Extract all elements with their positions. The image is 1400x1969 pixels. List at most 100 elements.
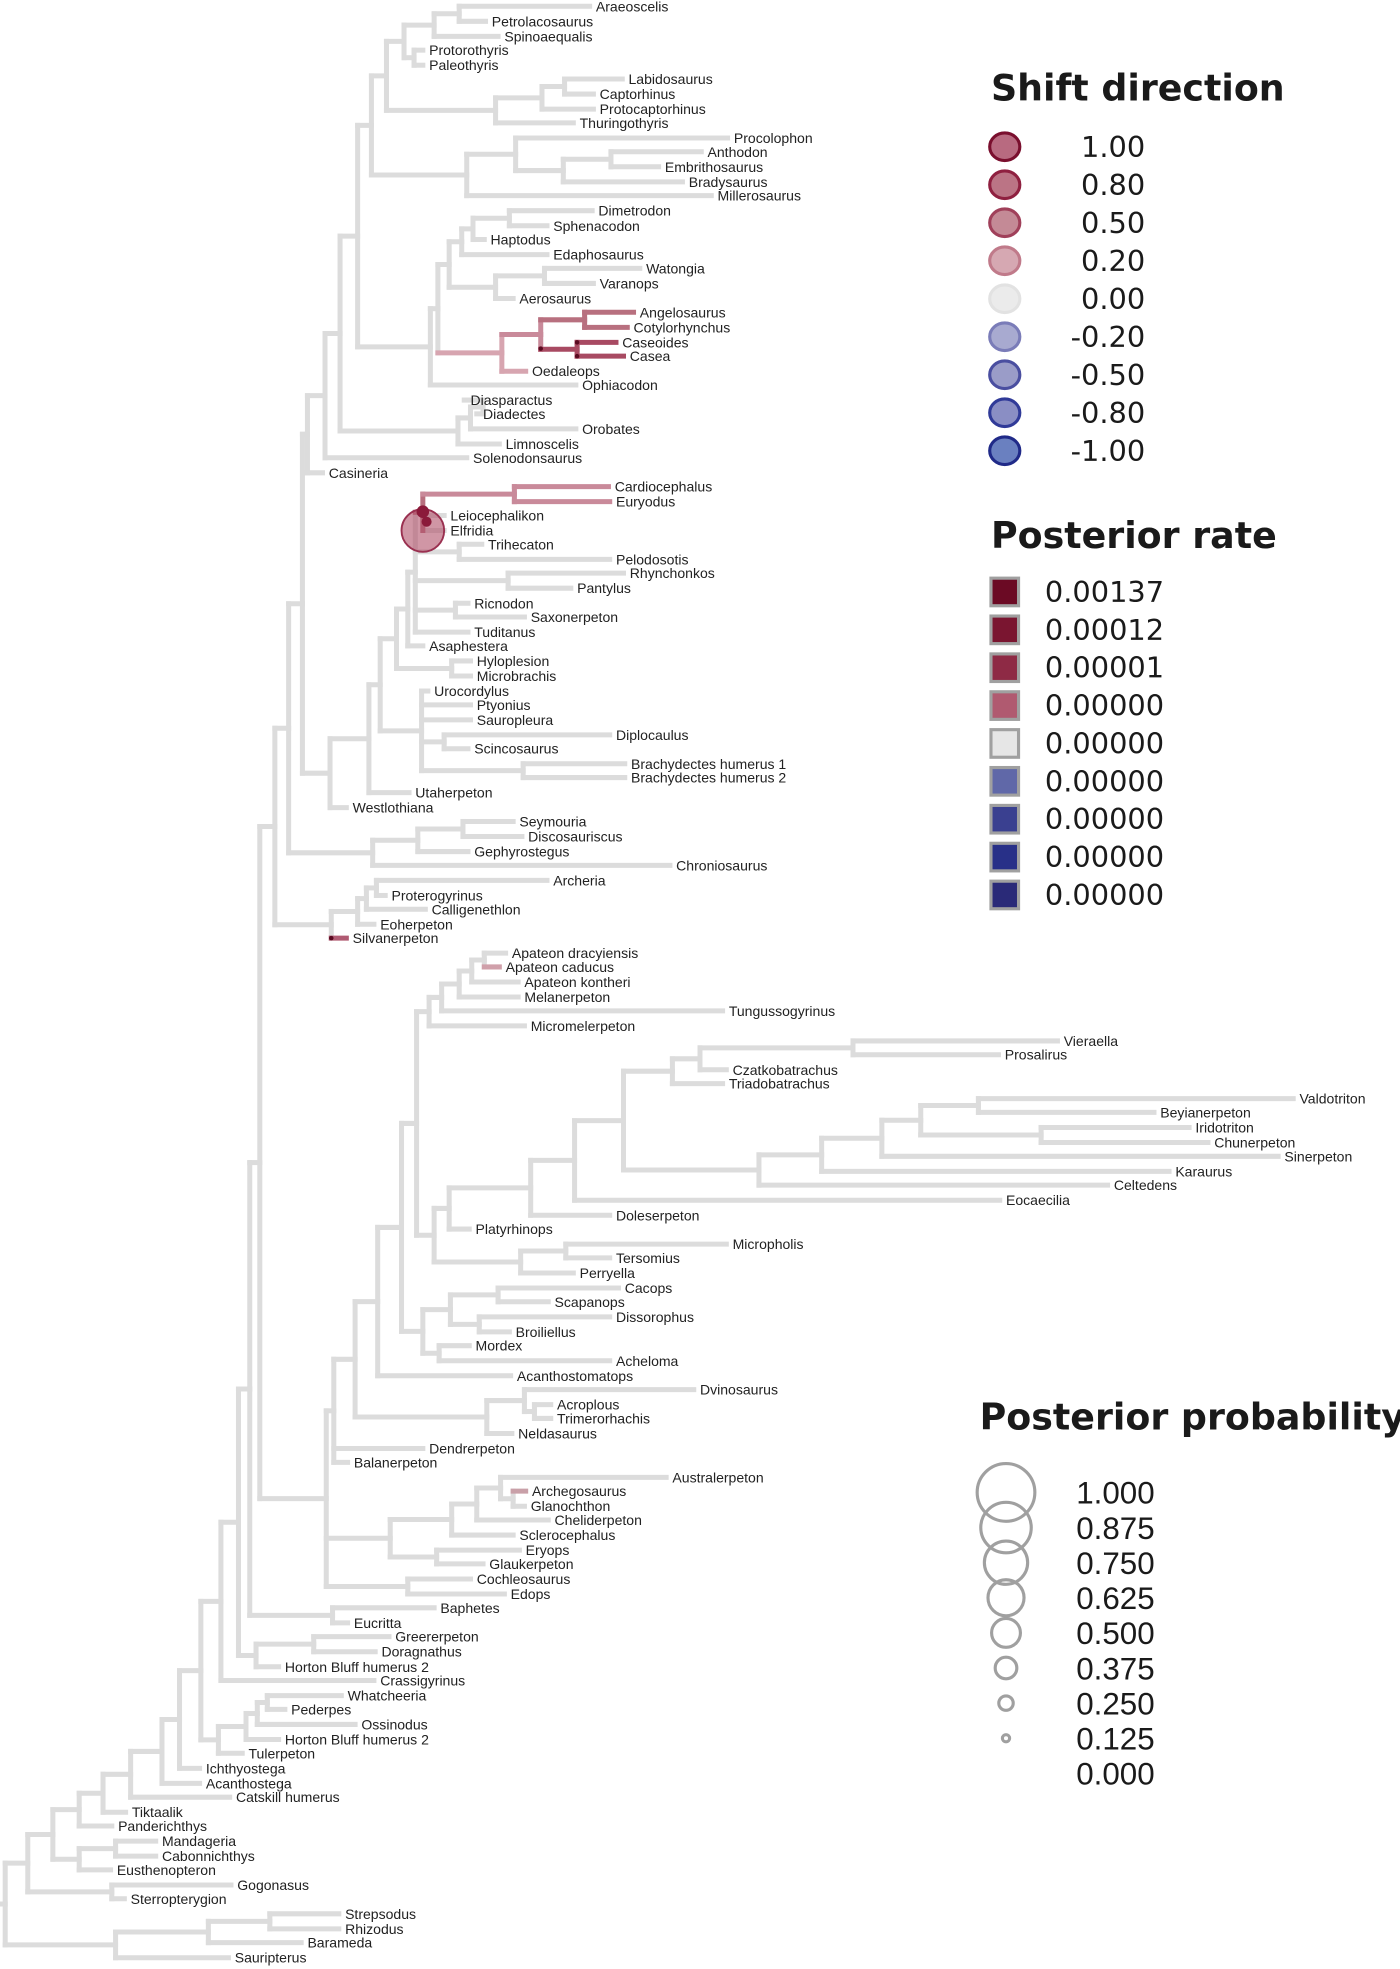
rate-legend-label: 0.00001 bbox=[1045, 651, 1164, 685]
taxon-label: Vieraella bbox=[1064, 1033, 1119, 1049]
taxon-label: Strepsodus bbox=[345, 1906, 416, 1922]
taxon-label: Acanthostega bbox=[206, 1775, 292, 1791]
taxon-label: Diasparactus bbox=[470, 392, 552, 408]
rate-legend-label: 0.00000 bbox=[1045, 764, 1164, 798]
taxon-label: Tungussogyrinus bbox=[729, 1003, 835, 1019]
taxon-label: Brachydectes humerus 2 bbox=[631, 770, 786, 786]
rate-legend-label: 0.00000 bbox=[1045, 840, 1164, 874]
taxon-label: Tiktaalik bbox=[132, 1804, 184, 1820]
taxon-label: Casea bbox=[630, 348, 671, 364]
probability-swatch-circle bbox=[1000, 1733, 1012, 1744]
taxon-label: Dissorophus bbox=[616, 1309, 694, 1325]
taxon-label: Leiocephalikon bbox=[450, 507, 544, 523]
taxon-label: Valdotriton bbox=[1299, 1091, 1365, 1107]
taxon-label: Watongia bbox=[646, 260, 705, 276]
taxon-label: Cotylorhynchus bbox=[634, 319, 731, 335]
taxon-label: Apateon kontheri bbox=[524, 974, 630, 990]
taxon-label: Archegosaurus bbox=[532, 1483, 626, 1499]
rate-swatch-square bbox=[989, 879, 1021, 911]
taxon-label: Saxonerpeton bbox=[531, 609, 618, 625]
taxon-label: Pelodosotis bbox=[616, 551, 689, 567]
shift-legend-label: -0.20 bbox=[1071, 320, 1146, 354]
taxon-label: Rhynchonkos bbox=[630, 565, 715, 581]
taxon-label: Seymouria bbox=[519, 813, 586, 829]
taxon-label: Perryella bbox=[580, 1265, 636, 1281]
taxon-label: Sauripterus bbox=[235, 1950, 307, 1966]
taxon-label: Scincosaurus bbox=[474, 741, 558, 757]
shift-swatch-circle bbox=[988, 169, 1022, 201]
taxon-label: Crassigyrinus bbox=[380, 1673, 465, 1689]
taxon-label: Australerpeton bbox=[672, 1469, 763, 1485]
taxon-label: Westlothiana bbox=[353, 800, 434, 816]
taxon-label: Chroniosaurus bbox=[676, 857, 767, 873]
rate-legend-label: 0.00000 bbox=[1045, 689, 1164, 723]
taxon-label: Eoherpeton bbox=[380, 916, 453, 932]
probability-legend-label: 1.000 bbox=[1076, 1476, 1154, 1511]
taxon-label: Archeria bbox=[553, 872, 605, 888]
probability-legend-label: 0.625 bbox=[1076, 1581, 1154, 1616]
taxon-label: Rhizodus bbox=[345, 1921, 404, 1937]
taxon-label: Captorhinus bbox=[600, 86, 676, 102]
rate-legend-label: 0.00012 bbox=[1045, 613, 1164, 647]
taxon-label: Angelosaurus bbox=[640, 304, 726, 320]
rate-legend-label: 0.00000 bbox=[1045, 802, 1164, 836]
rate-swatch-square bbox=[989, 576, 1021, 608]
probability-swatch-circle bbox=[990, 1616, 1023, 1649]
legend-title: Posterior probability bbox=[980, 1396, 1400, 1439]
probability-swatch-circle bbox=[993, 1655, 1019, 1681]
taxon-label: Sinerpeton bbox=[1284, 1148, 1352, 1164]
rate-legend-label: 0.00000 bbox=[1045, 726, 1164, 760]
probability-legend-label: 0.875 bbox=[1076, 1511, 1154, 1546]
taxon-label: Eocaecilia bbox=[1006, 1192, 1070, 1208]
taxon-label: Panderichthys bbox=[118, 1818, 207, 1834]
taxon-label: Eucritta bbox=[354, 1615, 402, 1631]
shift-node-dot bbox=[538, 346, 543, 351]
taxon-label: Eryops bbox=[526, 1542, 570, 1558]
taxon-label: Karaurus bbox=[1175, 1163, 1232, 1179]
legend-title: Posterior rate bbox=[991, 514, 1277, 557]
taxon-label: Thuringothyris bbox=[580, 115, 669, 131]
taxon-label: Iridotriton bbox=[1195, 1119, 1254, 1135]
taxon-label: Solenodonsaurus bbox=[473, 450, 582, 466]
probability-legend-label: 0.125 bbox=[1076, 1722, 1154, 1757]
legend-shift-direction: Shift direction 1.00 0.80 0.50 0.20 0.00 -0.2… bbox=[988, 66, 1285, 468]
taxon-label: Casineria bbox=[329, 465, 388, 481]
taxon-label: Triadobatrachus bbox=[729, 1076, 830, 1092]
taxon-label: Ossinodus bbox=[361, 1716, 427, 1732]
probability-swatch-circle bbox=[997, 1694, 1015, 1712]
taxon-label: Cacops bbox=[625, 1280, 673, 1296]
taxon-label: Acanthostomatops bbox=[517, 1368, 633, 1384]
taxon-label: Orobates bbox=[582, 421, 640, 437]
rate-shift-branches bbox=[328, 309, 637, 1494]
probability-swatch-circle bbox=[979, 1500, 1033, 1555]
taxon-label: Oedaleops bbox=[532, 363, 600, 379]
taxon-label: Sterropterygion bbox=[131, 1891, 227, 1907]
taxon-label: Platyrhinops bbox=[476, 1221, 553, 1237]
taxon-label: Anthodon bbox=[708, 144, 768, 160]
taxon-label: Horton Bluff humerus 2 bbox=[285, 1659, 429, 1675]
taxon-label: Calligenethlon bbox=[432, 901, 521, 917]
taxon-label: Proterogyrinus bbox=[391, 887, 482, 903]
taxon-label: Discosauriscus bbox=[528, 829, 622, 845]
taxon-label: Limnoscelis bbox=[506, 436, 579, 452]
probability-swatch-circle bbox=[986, 1578, 1026, 1618]
taxon-label: Micromelerpeton bbox=[531, 1018, 636, 1034]
taxon-label: Hyloplesion bbox=[477, 653, 550, 669]
taxon-label: Trimerorhachis bbox=[557, 1410, 650, 1426]
taxon-label: Barameda bbox=[307, 1935, 372, 1951]
rate-swatch-square bbox=[989, 841, 1021, 873]
taxon-label: Tuditanus bbox=[474, 624, 535, 640]
taxon-label: Microbrachis bbox=[477, 668, 557, 684]
shift-legend-label: 0.00 bbox=[1081, 282, 1145, 316]
shift-legend-label: 0.20 bbox=[1081, 244, 1145, 278]
shift-legend-label: 0.80 bbox=[1081, 168, 1145, 202]
taxon-label: Baphetes bbox=[440, 1600, 499, 1616]
taxon-label: Protorothyris bbox=[429, 42, 509, 58]
legend-posterior-probability: Posterior probability 1.0000.8750.7500.6… bbox=[975, 1396, 1400, 1792]
taxon-label: Protocaptorhinus bbox=[600, 101, 706, 117]
shift-legend-label: -0.80 bbox=[1071, 396, 1146, 430]
taxon-label: Diplocaulus bbox=[616, 727, 689, 743]
taxon-label: Apateon dracyiensis bbox=[512, 945, 638, 961]
probability-legend-label: 0.000 bbox=[1076, 1757, 1154, 1792]
